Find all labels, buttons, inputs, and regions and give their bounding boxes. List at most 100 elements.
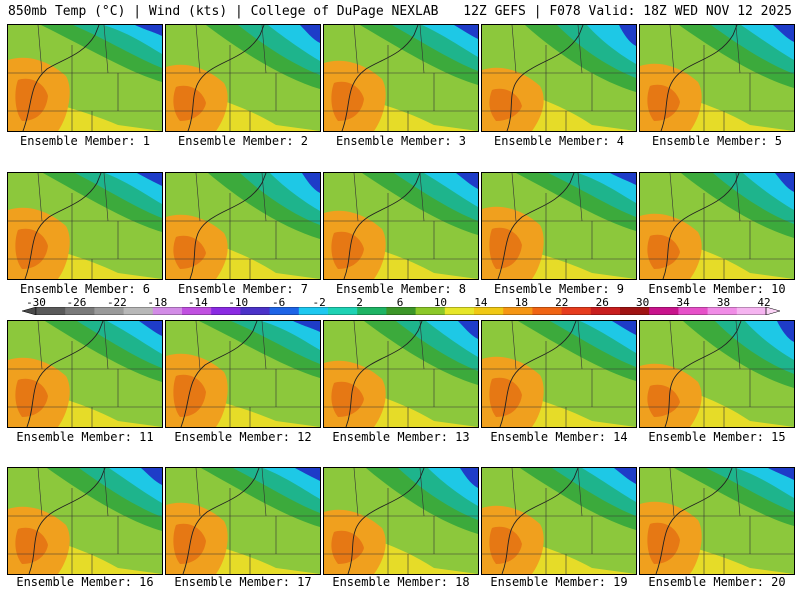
temperature-band <box>647 384 680 417</box>
colorbar-tick-label: 30 <box>636 296 650 309</box>
colorbar-swatch <box>474 307 504 315</box>
colorbar-swatch <box>152 307 183 315</box>
temperature-band <box>426 321 478 357</box>
colorbar-tick-label: -10 <box>228 296 249 309</box>
state-boundary <box>37 25 43 74</box>
temperature-band <box>139 321 162 336</box>
temperature-band <box>331 530 364 564</box>
temperature-field-map <box>482 25 636 131</box>
temperature-band <box>105 173 162 204</box>
temperature-band <box>15 527 49 564</box>
colorbar-swatch <box>65 307 95 315</box>
state-boundary <box>103 173 109 222</box>
colorbar-tick-label: -30 <box>26 296 46 309</box>
temperature-band <box>587 25 636 64</box>
temperature-band <box>300 25 320 43</box>
state-boundary <box>735 173 741 222</box>
chart-title-left: 850mb Temp (°C) | Wind (kts) | College o… <box>8 4 439 19</box>
ensemble-map-panel <box>323 24 479 132</box>
temperature-band <box>768 468 794 480</box>
state-boundary <box>419 173 425 222</box>
temperature-band <box>422 25 478 57</box>
colorbar-swatch <box>123 307 154 315</box>
temperature-band <box>456 173 478 189</box>
state-boundary <box>195 468 201 517</box>
temperature-band <box>103 25 162 54</box>
ensemble-map-panel <box>323 172 479 280</box>
ensemble-map-panel <box>165 172 321 280</box>
temperature-contour <box>182 468 260 574</box>
temperature-band <box>268 25 320 61</box>
temperature-band <box>619 25 636 46</box>
state-boundary <box>669 25 675 74</box>
ensemble-map-panel <box>481 24 637 132</box>
state-boundary <box>353 173 359 222</box>
colorbar-swatch <box>211 307 241 315</box>
state-boundary <box>103 321 109 370</box>
colorbar-swatch <box>298 307 329 315</box>
ensemble-map-panel <box>7 320 163 428</box>
temperature-band <box>141 468 162 485</box>
temperature-band <box>741 25 794 60</box>
temperature-band <box>15 78 49 121</box>
temperature-contour <box>501 468 579 574</box>
temperature-band <box>428 468 478 506</box>
ensemble-map-panel <box>165 24 321 132</box>
temperature-field-map <box>166 468 320 574</box>
temperature-contour <box>660 25 738 131</box>
state-boundary <box>103 25 109 74</box>
temperature-contour <box>499 321 577 427</box>
temperature-band <box>135 25 162 36</box>
temperature-band <box>107 321 162 354</box>
temperature-band <box>173 85 206 121</box>
temperature-contour <box>341 25 419 131</box>
temperature-field-map <box>8 25 162 131</box>
ensemble-member-caption: Ensemble Member: 15 <box>648 430 786 444</box>
temperature-band <box>109 468 162 503</box>
colorbar-tick-label: -26 <box>66 296 87 309</box>
temperature-band <box>777 321 794 342</box>
ensemble-map-panel <box>323 320 479 428</box>
colorbar-tick-label: 14 <box>474 296 488 309</box>
colorbar-swatch <box>590 307 621 315</box>
state-boundary <box>261 321 267 370</box>
ensemble-member-caption: Ensemble Member: 5 <box>651 134 783 148</box>
colorbar-swatch <box>503 307 533 315</box>
temperature-band <box>489 88 522 121</box>
state-boundary <box>735 25 741 74</box>
colorbar-swatch <box>444 307 475 315</box>
state-boundary <box>261 468 267 517</box>
colorbar-tick-label: 18 <box>514 296 528 309</box>
colorbar-swatch <box>620 307 650 315</box>
ensemble-map-panel <box>7 172 163 280</box>
colorbar-swatch <box>357 307 387 315</box>
colorbar-swatch <box>707 307 738 315</box>
state-boundary <box>37 173 43 222</box>
colorbar-tick-label: -22 <box>106 296 127 309</box>
temperature-contour <box>24 173 102 279</box>
temperature-contour <box>22 25 100 131</box>
ensemble-member-caption: Ensemble Member: 12 <box>174 430 312 444</box>
state-boundary <box>353 25 359 74</box>
temperature-band <box>773 25 794 42</box>
colorbar-tick-label: 38 <box>716 296 731 309</box>
temperature-band <box>647 84 680 121</box>
temperature-contour <box>26 321 104 427</box>
temperature-field-map <box>166 173 320 279</box>
state-boundary <box>577 25 583 74</box>
colorbar-swatch <box>94 307 125 315</box>
ensemble-member-caption: Ensemble Member: 2 <box>177 134 309 148</box>
temperature-contour <box>343 173 421 279</box>
chart-title-right: 12Z GEFS | F078 Valid: 18Z WED NOV 12 20… <box>463 4 792 19</box>
state-boundary <box>735 468 741 517</box>
ensemble-map-panel <box>639 467 795 575</box>
temperature-contour <box>189 173 267 279</box>
ensemble-map-panel <box>481 467 637 575</box>
temperature-field-map <box>166 25 320 131</box>
temperature-band <box>612 321 636 335</box>
ensemble-map-panel <box>323 467 479 575</box>
temperature-band <box>745 321 794 360</box>
colorbar-tick-label: 10 <box>433 296 448 309</box>
temperature-contour <box>655 468 733 574</box>
temperature-colorbar <box>22 307 780 315</box>
